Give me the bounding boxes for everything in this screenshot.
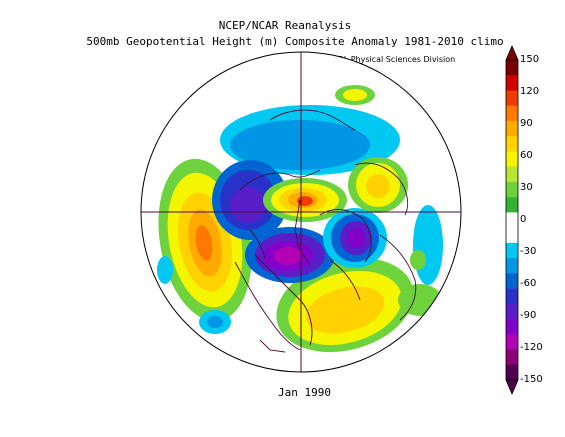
colorbar-tick-label: 90	[520, 118, 533, 129]
colorbar-segment	[506, 349, 518, 366]
colorbar-segment	[506, 60, 518, 76]
colorbar-segment	[506, 120, 518, 137]
colorbar-segment	[506, 319, 518, 335]
negative-anomaly-west	[212, 160, 288, 240]
colorbar-segment	[506, 242, 518, 259]
colorbar-segment	[506, 166, 518, 183]
globe-outline	[140, 51, 462, 373]
colorbar-segment	[506, 90, 518, 107]
credit-label: NOAA/ESRL Physical Sciences Division	[302, 55, 456, 64]
colorbar-segment	[506, 136, 518, 152]
colorbar-tick-label: -90	[520, 310, 537, 321]
colorbar-tick-label: 0	[520, 214, 527, 225]
map-subtitle: 500mb Geopotential Height (m) Composite …	[86, 35, 504, 48]
colorbar-outline	[505, 59, 519, 381]
colorbar-segment	[506, 288, 518, 305]
colorbar-segment	[506, 334, 518, 350]
colorbar-tick-label: -60	[520, 278, 537, 289]
colorbar-tick-label: 60	[520, 150, 533, 161]
colorbar-segment	[506, 75, 518, 91]
positive-anomaly-arctic	[263, 178, 347, 222]
colorbar-segment	[506, 364, 518, 381]
positive-anomaly-east	[348, 157, 408, 213]
colorbar-segment	[506, 258, 518, 274]
colorbar-segment	[506, 105, 518, 122]
colorbar-segment	[506, 227, 518, 244]
colorbar-segment	[506, 303, 518, 320]
date-label: Jan 1990	[278, 386, 331, 399]
map-title: NCEP/NCAR Reanalysis	[218, 19, 352, 32]
colorbar-segment	[506, 151, 518, 167]
graticule	[141, 52, 461, 372]
colorbar-bottom-arrow	[505, 379, 519, 396]
colorbar-tick-label: -150	[520, 374, 543, 385]
negative-anomaly-center	[245, 227, 335, 283]
colorbar-segment	[506, 181, 518, 198]
colorbar-tick-label: 120	[520, 86, 540, 97]
negative-anomaly-southwest	[157, 256, 231, 334]
colorbar-segment	[506, 273, 518, 289]
colorbar-tick-label: 30	[520, 182, 533, 193]
negative-anomaly-north	[220, 85, 400, 175]
colorbar-tick-label: 150	[520, 54, 540, 65]
colorbar-tick-label: -120	[520, 342, 543, 353]
anomaly-field	[141, 52, 461, 372]
colorbar-top-arrow	[505, 44, 519, 61]
colorbar-segment	[506, 212, 518, 228]
positive-anomaly-south	[276, 257, 414, 353]
colorbar-segment	[506, 197, 518, 213]
coastlines	[234, 109, 417, 353]
colorbar-tick-label: -30	[520, 246, 537, 257]
